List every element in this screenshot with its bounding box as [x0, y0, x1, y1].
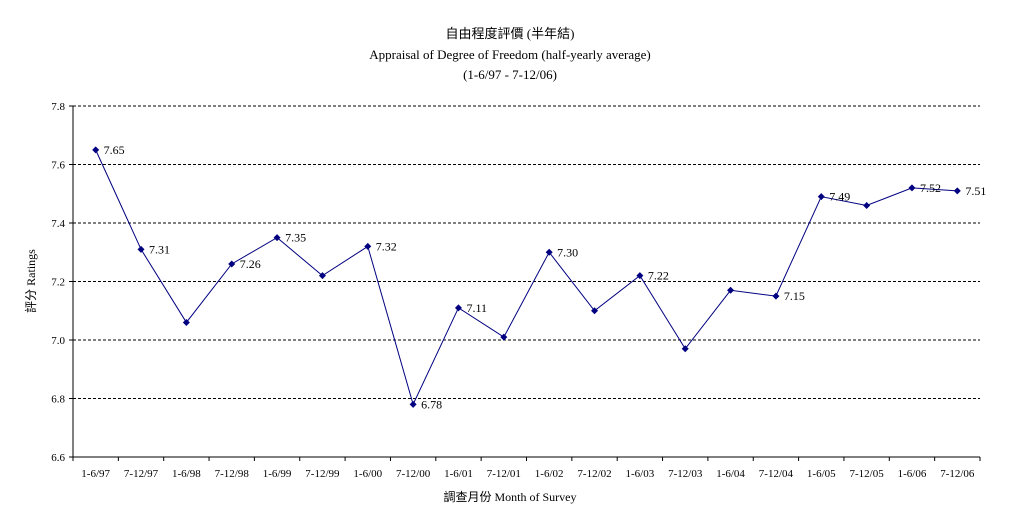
x-tick-label: 7-12/03 [668, 468, 703, 480]
chart-title-block: 自由程度評價 (半年結) Appraisal of Degree of Free… [369, 26, 651, 82]
x-tick-label: 1-6/06 [898, 468, 927, 480]
data-point-marker [727, 286, 735, 294]
x-tick-label: 7-12/04 [759, 468, 794, 480]
data-points [92, 146, 961, 408]
data-point-marker [92, 146, 100, 154]
data-labels: 7.65 7.31 7.26 7.35 7.32 6.78 7.11 7.30 7.22 7.15… [104, 143, 987, 411]
data-point-marker [908, 184, 916, 192]
x-tick-label: 1-6/97 [81, 468, 110, 480]
data-label: 7.52 [920, 181, 941, 195]
x-axis-title: 調查月份 Month of Survey [444, 490, 577, 504]
y-tick-label: 7.6 [51, 160, 65, 172]
data-point-marker [681, 345, 689, 353]
data-label: 7.35 [285, 231, 306, 245]
y-tick-label: 7.8 [51, 101, 65, 113]
x-tick-label: 1-6/05 [807, 468, 836, 480]
x-tick-label: 1-6/04 [716, 468, 745, 480]
data-label: 7.22 [648, 269, 669, 283]
data-point-marker [636, 272, 644, 280]
y-axis-title: 評分 Ratings [23, 249, 38, 313]
y-tick-label: 7.2 [51, 277, 65, 289]
data-point-marker [137, 245, 145, 253]
data-point-marker [364, 242, 372, 250]
data-label: 7.32 [376, 239, 397, 253]
data-point-marker [228, 260, 236, 268]
data-label: 7.26 [240, 257, 261, 271]
gridlines [73, 105, 980, 399]
y-tick-label: 6.8 [51, 394, 65, 406]
x-tick-label: 1-6/00 [353, 468, 382, 480]
y-tick-label: 6.6 [51, 452, 65, 464]
x-tick-label: 7-12/01 [487, 468, 521, 480]
data-point-marker [591, 307, 599, 315]
data-point-marker [318, 272, 326, 280]
x-tick-label: 1-6/02 [535, 468, 564, 480]
x-tick-label: 1-6/03 [626, 468, 655, 480]
data-label: 7.65 [104, 143, 125, 157]
data-label: 7.31 [149, 242, 170, 256]
x-tick-label: 1-6/99 [263, 468, 292, 480]
x-tick-label: 7-12/98 [215, 468, 250, 480]
data-point-marker [500, 333, 508, 341]
y-tick-labels: 6.6 6.8 7.0 7.2 7.4 7.6 7.8 [51, 101, 65, 464]
data-point-marker [273, 234, 281, 242]
x-tick-label: 7-12/00 [396, 468, 431, 480]
y-tick-label: 7.4 [51, 218, 65, 230]
axes [69, 105, 981, 461]
x-tick-label: 7-12/02 [577, 468, 611, 480]
data-point-marker [454, 304, 462, 312]
data-point-marker [409, 400, 417, 408]
x-tick-label: 1-6/01 [444, 468, 473, 480]
x-tick-label: 7-12/05 [850, 468, 885, 480]
data-label: 7.49 [829, 190, 850, 204]
chart-date-range: (1-6/97 - 7-12/06) [463, 67, 557, 82]
data-label: 7.30 [557, 245, 578, 259]
x-tick-label: 1-6/98 [172, 468, 201, 480]
data-point-marker [182, 318, 190, 326]
data-label: 7.11 [466, 301, 487, 315]
chart-subtitle: Appraisal of Degree of Freedom (half-yea… [369, 47, 651, 62]
x-tick-label: 7-12/99 [305, 468, 340, 480]
data-label: 6.78 [421, 397, 442, 411]
chart-title: 自由程度評價 (半年結) [446, 26, 575, 41]
x-tick-labels: 1-6/97 7-12/97 1-6/98 7-12/98 1-6/99 7-12/99 1… [81, 468, 975, 480]
data-point-marker [953, 187, 961, 195]
data-label: 7.51 [965, 184, 986, 198]
x-tick-label: 7-12/06 [940, 468, 975, 480]
data-label: 7.15 [784, 289, 805, 303]
series-line [95, 149, 958, 406]
x-tick-label: 7-12/97 [124, 468, 159, 480]
data-point-marker [772, 292, 780, 300]
data-point-marker [863, 201, 871, 209]
series-polyline [95, 149, 958, 406]
data-point-marker [545, 248, 553, 256]
y-tick-label: 7.0 [51, 335, 65, 347]
data-point-marker [817, 193, 825, 201]
